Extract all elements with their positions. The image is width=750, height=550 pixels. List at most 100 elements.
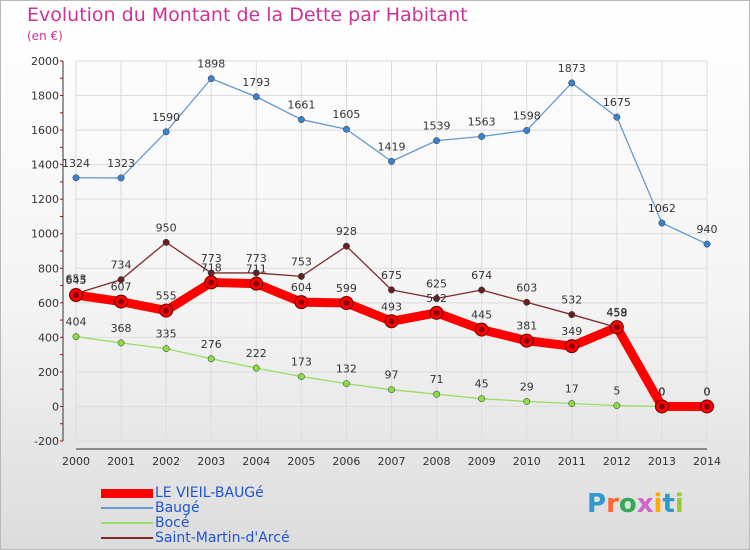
data-point-saint bbox=[433, 295, 441, 302]
data-point-boce bbox=[117, 339, 125, 347]
data-label-vieil: 0 bbox=[704, 385, 711, 398]
x-tick-label: 2012 bbox=[603, 455, 631, 468]
legend-item-bauge: Baugé bbox=[101, 500, 200, 516]
data-label-boce: 17 bbox=[565, 383, 579, 396]
legend-label-vieil-bauge: LE VIEIL-BAUGé bbox=[155, 485, 264, 501]
data-label-boce: 368 bbox=[111, 322, 132, 335]
data-label-saint: 0 bbox=[658, 385, 665, 398]
data-labels: 1324 1323 1590 1898 1793 1661 1605 1419 1539 1563… bbox=[62, 58, 718, 399]
y-tick-label: 2000 bbox=[31, 55, 59, 68]
data-point-saint bbox=[297, 272, 305, 280]
data-point-boce bbox=[568, 400, 576, 407]
x-tick-label: 2013 bbox=[648, 455, 676, 468]
data-point-bauge bbox=[568, 79, 576, 87]
legend-item-saint-martin: Saint-Martin-d'Arcé bbox=[101, 530, 290, 546]
data-label-bauge: 1873 bbox=[558, 62, 586, 75]
data-point-core-vieil bbox=[163, 307, 170, 314]
x-tick-label: 2005 bbox=[287, 455, 315, 468]
x-tick-label: 2011 bbox=[558, 455, 586, 468]
data-point-boce bbox=[433, 390, 441, 398]
data-label-bauge: 1419 bbox=[378, 140, 406, 153]
data-point-core-vieil bbox=[433, 309, 440, 316]
grid bbox=[75, 60, 708, 442]
data-label-bauge: 1324 bbox=[62, 157, 90, 170]
data-point-boce bbox=[478, 395, 486, 403]
data-label-bauge: 1590 bbox=[152, 111, 180, 124]
data-label-saint: 928 bbox=[336, 225, 357, 238]
data-point-saint bbox=[162, 238, 170, 246]
data-label-boce: 173 bbox=[291, 356, 312, 369]
legend-item-boce: Bocé bbox=[101, 515, 189, 531]
data-label-boce: 335 bbox=[156, 328, 177, 341]
data-point-core-vieil bbox=[73, 292, 79, 299]
x-tick-label: 2001 bbox=[107, 455, 135, 468]
legend-label-bauge: Baugé bbox=[155, 500, 200, 516]
data-label-boce: 97 bbox=[385, 369, 399, 382]
x-tick-label: 2009 bbox=[468, 455, 496, 468]
y-tick-label: 200 bbox=[38, 366, 59, 379]
data-label-saint: 734 bbox=[111, 259, 132, 272]
y-tick-label: 400 bbox=[38, 331, 59, 344]
data-label-vieil: 459 bbox=[606, 306, 627, 319]
y-tick-label: 600 bbox=[38, 297, 59, 310]
x-tick-label: 2008 bbox=[423, 455, 451, 468]
data-point-saint bbox=[252, 269, 260, 277]
data-label-vieil: 542 bbox=[426, 292, 447, 305]
legend-swatch-bauge bbox=[101, 507, 153, 509]
data-point-core-vieil bbox=[568, 343, 575, 350]
y-tick-label: -200 bbox=[34, 435, 59, 448]
data-label-vieil: 599 bbox=[336, 282, 357, 295]
data-point-saint bbox=[568, 311, 576, 319]
data-point-saint bbox=[523, 298, 531, 306]
data-label-vieil: 607 bbox=[111, 281, 132, 294]
data-label-bauge: 1661 bbox=[287, 99, 315, 112]
data-label-boce: 276 bbox=[201, 338, 222, 351]
data-point-core-vieil bbox=[388, 318, 395, 325]
data-point-core-vieil bbox=[298, 299, 305, 306]
y-tick-label: 800 bbox=[38, 262, 59, 275]
data-point-boce bbox=[207, 355, 215, 363]
x-tick-label: 2002 bbox=[152, 455, 180, 468]
data-point-core-vieil bbox=[208, 279, 215, 286]
data-point-bauge bbox=[523, 126, 531, 134]
data-label-vieil: 711 bbox=[246, 263, 267, 276]
data-label-saint: 675 bbox=[381, 269, 402, 282]
data-point-core-vieil bbox=[523, 337, 530, 344]
data-label-vieil: 718 bbox=[201, 261, 222, 274]
legend-label-saint-martin: Saint-Martin-d'Arcé bbox=[155, 530, 290, 546]
data-point-core-vieil bbox=[253, 280, 260, 287]
x-tick-label: 2007 bbox=[378, 455, 406, 468]
data-label-bauge: 1563 bbox=[468, 115, 496, 128]
data-point-bauge bbox=[162, 128, 170, 136]
data-label-vieil: 381 bbox=[516, 320, 537, 333]
data-point-bauge bbox=[252, 93, 260, 101]
y-tick-label: 1200 bbox=[31, 193, 59, 206]
y-tick-label: 1600 bbox=[31, 124, 59, 137]
data-label-bauge: 1605 bbox=[332, 108, 360, 121]
y-tick-label: 1000 bbox=[31, 228, 59, 241]
data-label-saint: 674 bbox=[471, 269, 492, 282]
data-label-saint: 773 bbox=[201, 252, 222, 265]
data-point-saint bbox=[478, 286, 486, 294]
data-point-boce bbox=[162, 345, 170, 353]
data-label-saint: 532 bbox=[561, 294, 582, 307]
data-point-bauge bbox=[613, 113, 621, 121]
data-label-saint: 603 bbox=[516, 281, 537, 294]
data-label-boce: 0 bbox=[704, 385, 711, 398]
legend-item-vieil-bauge: LE VIEIL-BAUGé bbox=[101, 485, 264, 501]
data-label-bauge: 1598 bbox=[513, 109, 541, 122]
data-label-vieil: 604 bbox=[291, 281, 312, 294]
data-label-boce: 222 bbox=[246, 347, 267, 360]
data-label-vieil: 0 bbox=[658, 385, 665, 398]
data-label-vieil: 493 bbox=[381, 300, 402, 313]
data-point-saint bbox=[117, 276, 125, 284]
x-tick-label: 2014 bbox=[693, 455, 721, 468]
y-tick-label: 0 bbox=[52, 400, 59, 413]
data-label-saint: 625 bbox=[426, 278, 447, 291]
data-point-boce bbox=[523, 397, 531, 405]
data-point-boce bbox=[388, 386, 395, 394]
data-point-bauge bbox=[207, 75, 215, 83]
axes: -200020040060080010001200140016001800200… bbox=[31, 55, 721, 468]
